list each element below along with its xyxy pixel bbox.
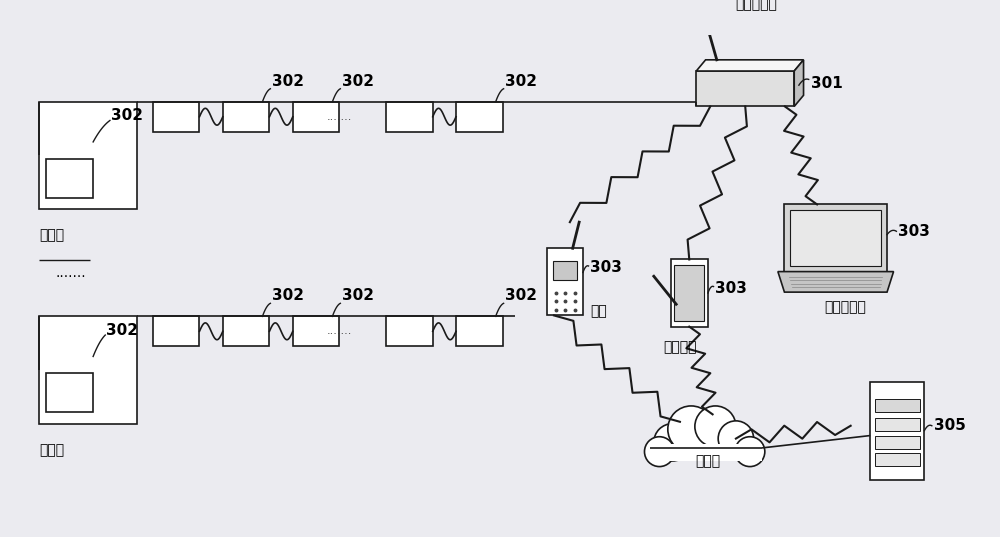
Text: .......: ....... — [327, 112, 352, 122]
Bar — [553, 262, 577, 280]
Polygon shape — [794, 60, 804, 106]
Bar — [153, 316, 199, 346]
Bar — [875, 418, 920, 431]
Text: 303: 303 — [898, 224, 930, 239]
Bar — [671, 259, 708, 326]
Bar — [870, 382, 924, 480]
Text: 互联网: 互联网 — [695, 454, 720, 468]
Text: 302: 302 — [106, 323, 138, 338]
Bar — [875, 453, 920, 466]
Text: 301: 301 — [811, 76, 842, 91]
Text: .......: ....... — [56, 265, 86, 280]
Polygon shape — [778, 272, 894, 292]
Bar — [386, 102, 433, 132]
Text: 305: 305 — [934, 418, 966, 433]
Bar — [293, 102, 339, 132]
Circle shape — [644, 437, 674, 467]
Bar — [696, 71, 794, 106]
Bar — [456, 316, 503, 346]
Bar — [674, 265, 704, 321]
Bar — [46, 159, 93, 198]
Bar — [153, 102, 199, 132]
Circle shape — [695, 406, 736, 447]
Text: 303: 303 — [715, 281, 747, 296]
Text: 平板电脑: 平板电脑 — [663, 340, 697, 354]
Circle shape — [654, 424, 691, 461]
Text: 302: 302 — [342, 74, 374, 89]
Text: 303: 303 — [590, 260, 622, 275]
Text: 手机: 手机 — [590, 304, 607, 318]
Bar — [223, 102, 269, 132]
Bar — [875, 436, 920, 449]
Text: 302: 302 — [505, 288, 537, 303]
Bar — [39, 316, 137, 424]
Polygon shape — [696, 60, 804, 71]
Bar — [223, 316, 269, 346]
Bar — [46, 373, 93, 412]
Circle shape — [718, 421, 754, 456]
Bar — [875, 400, 920, 412]
Text: 302: 302 — [111, 108, 143, 124]
Text: 室外机: 室外机 — [39, 443, 64, 457]
Bar — [293, 316, 339, 346]
Circle shape — [668, 406, 714, 453]
Text: 302: 302 — [272, 288, 304, 303]
Bar — [456, 102, 503, 132]
Text: 集中控制器: 集中控制器 — [735, 0, 777, 11]
Bar — [650, 444, 762, 461]
Bar — [386, 316, 433, 346]
Text: 302: 302 — [272, 74, 304, 89]
Text: 302: 302 — [505, 74, 537, 89]
Bar — [784, 205, 887, 272]
Text: .......: ....... — [327, 326, 352, 336]
Bar — [790, 210, 881, 266]
Text: 笔记本电脑: 笔记本电脑 — [824, 300, 866, 314]
Bar — [547, 248, 583, 315]
Bar — [39, 102, 137, 209]
Text: 302: 302 — [342, 288, 374, 303]
Text: 室外机: 室外机 — [39, 228, 64, 242]
Circle shape — [735, 437, 765, 467]
